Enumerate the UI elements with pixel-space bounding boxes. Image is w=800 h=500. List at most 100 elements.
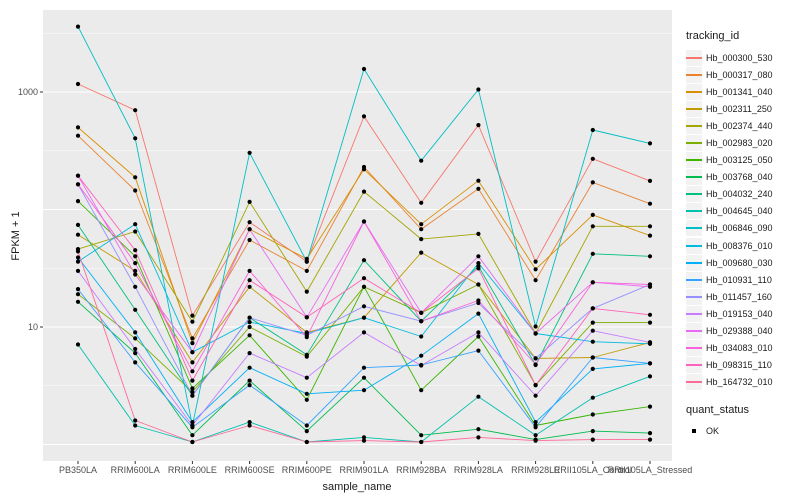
data-point	[647, 320, 653, 325]
data-point	[75, 125, 81, 130]
data-point	[304, 429, 309, 434]
data-point	[190, 378, 195, 383]
data-point	[590, 320, 595, 325]
data-point	[247, 220, 252, 225]
data-point	[476, 394, 481, 399]
legend-key-line-icon	[686, 83, 702, 100]
x-tick-label: RRIM928BA	[396, 465, 447, 475]
data-point	[647, 404, 653, 409]
data-point	[133, 229, 138, 234]
data-point	[247, 268, 252, 273]
data-point	[476, 298, 481, 303]
data-point	[533, 438, 538, 443]
data-point	[419, 310, 424, 315]
x-tick-label: RRIM901LA	[339, 465, 389, 475]
legend-key-line-icon	[686, 186, 702, 203]
data-point	[419, 433, 424, 438]
data-point	[247, 423, 252, 428]
data-point	[419, 334, 424, 339]
x-tick-label: RRIM600LA	[110, 465, 160, 475]
data-point	[590, 355, 595, 360]
data-point	[75, 342, 81, 347]
legend-entry-Hb_000317_080: Hb_000317_080	[686, 66, 798, 83]
legend-entry-label: Hb_003768_040	[706, 172, 773, 183]
data-point	[419, 319, 424, 324]
data-point	[75, 182, 81, 187]
data-point	[247, 351, 252, 356]
data-point	[647, 437, 653, 442]
legend-entry-Hb_034083_010: Hb_034083_010	[686, 340, 798, 357]
legend-entry-label: Hb_002983_020	[706, 138, 773, 149]
data-point	[647, 178, 653, 183]
data-point	[190, 433, 195, 438]
legend-key-line-icon	[686, 117, 702, 134]
legend-key-line-icon	[686, 357, 702, 374]
data-point	[533, 267, 538, 272]
data-point	[647, 201, 653, 206]
data-point	[304, 423, 309, 428]
data-point	[190, 439, 195, 445]
legend-entry-label: Hb_004032_240	[706, 189, 773, 200]
data-point	[190, 386, 195, 391]
legend-key-line-icon	[686, 49, 702, 66]
data-point	[133, 418, 138, 423]
legend-key-line-icon	[686, 152, 702, 169]
data-point	[476, 334, 481, 339]
data-point	[590, 395, 595, 400]
data-point	[75, 199, 81, 204]
data-point	[75, 81, 81, 87]
data-point	[133, 222, 138, 227]
data-point	[304, 397, 309, 402]
legend-entry-label: Hb_034083_010	[706, 343, 773, 354]
legend-key-line-icon	[686, 271, 702, 288]
data-point	[361, 365, 367, 370]
data-point	[361, 438, 367, 443]
legend: tracking_id Hb_000300_530 Hb_000317_080 Hb…	[686, 30, 798, 440]
data-point	[247, 320, 252, 325]
data-point	[419, 353, 424, 358]
data-point	[533, 324, 538, 329]
data-point	[647, 233, 653, 238]
legend-key-line-icon	[686, 374, 702, 391]
data-point	[476, 123, 481, 128]
y-axis-title: FPKM + 1	[10, 211, 22, 261]
data-point	[533, 331, 538, 336]
data-point	[190, 420, 195, 425]
legend-key-line-icon	[686, 323, 702, 340]
data-point	[247, 315, 252, 320]
legend-entry-Hb_001341_040: Hb_001341_040	[686, 83, 798, 100]
data-point	[247, 333, 252, 338]
data-point	[361, 189, 367, 194]
x-tick-label: RRIM600LE	[167, 465, 217, 475]
data-point	[75, 292, 81, 297]
data-point	[133, 175, 138, 180]
data-point	[304, 391, 309, 396]
data-point	[304, 268, 309, 273]
legend-entry-Hb_003768_040: Hb_003768_040	[686, 169, 798, 186]
data-point	[190, 423, 195, 428]
legend-entry-label: Hb_009680_030	[706, 257, 773, 268]
data-point	[247, 420, 252, 425]
data-point	[476, 282, 481, 287]
data-point	[590, 180, 595, 185]
data-point	[647, 431, 653, 436]
data-point	[75, 299, 81, 304]
legend-key-line-icon	[686, 340, 702, 357]
data-point	[133, 254, 138, 259]
data-point	[247, 199, 252, 204]
legend-entry-label: Hb_000300_530	[706, 52, 773, 63]
legend-entry-label: Hb_029388_040	[706, 326, 773, 337]
data-point	[647, 254, 653, 259]
legend-key-line-icon	[686, 66, 702, 83]
x-tick-label: RRIM928LE	[511, 465, 561, 475]
data-point	[190, 341, 195, 346]
data-point	[647, 141, 653, 146]
legend-entry-label: Hb_004645_040	[706, 206, 773, 217]
x-tick-label: RRIM600SE	[224, 465, 275, 475]
legend-entry-Hb_004032_240: Hb_004032_240	[686, 186, 798, 203]
legend-entry-Hb_009680_030: Hb_009680_030	[686, 254, 798, 271]
data-point	[476, 87, 481, 92]
legend-entry-Hb_002311_250: Hb_002311_250	[686, 100, 798, 117]
